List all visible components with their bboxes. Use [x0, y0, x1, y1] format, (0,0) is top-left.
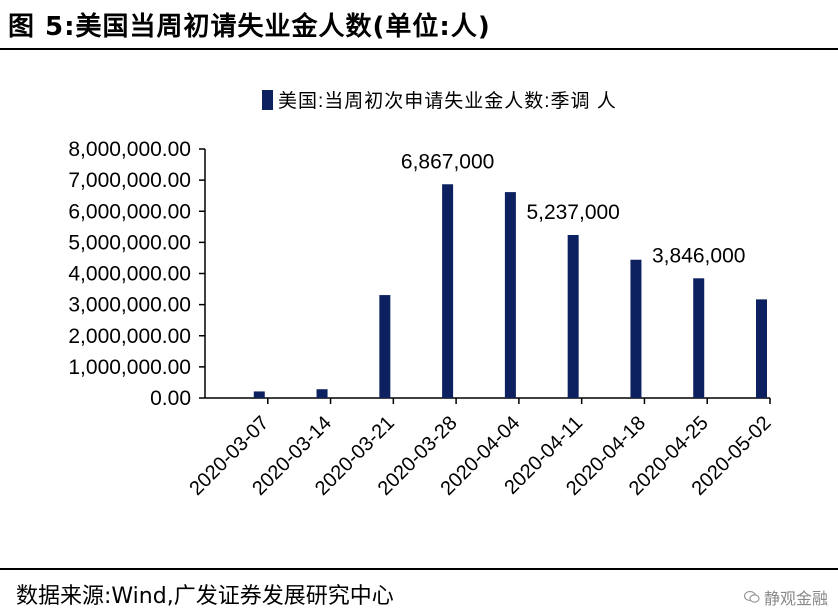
bar	[693, 278, 705, 398]
bar	[504, 192, 516, 398]
y-tick-label: 1,000,000.00	[68, 356, 191, 379]
x-axis: 2020-03-072020-03-142020-03-212020-03-28…	[185, 397, 776, 500]
y-tick-label: 8,000,000.00	[68, 138, 191, 161]
watermark: 静观金融	[743, 585, 828, 609]
bar	[756, 299, 767, 398]
data-label: 3,846,000	[652, 244, 745, 267]
bar-chart: 美国:当周初次申请失业金人数:季调 人 0.00 1,000,000.00 2,00…	[68, 90, 776, 500]
bar	[442, 184, 454, 398]
y-tick-label: 2,000,000.00	[68, 325, 191, 348]
y-axis: 0.00 1,000,000.00 2,000,000.00 3,000,000.00…	[68, 138, 206, 410]
source-divider	[0, 568, 838, 570]
data-label: 6,867,000	[401, 150, 494, 173]
legend-label: 美国:当周初次申请失业金人数:季调 人	[278, 90, 617, 112]
bar	[630, 259, 642, 398]
bar	[316, 389, 328, 398]
y-tick-label: 4,000,000.00	[68, 263, 191, 286]
watermark-text: 静观金融	[763, 589, 828, 608]
y-tick-label: 0.00	[150, 387, 191, 410]
y-tick-label: 3,000,000.00	[68, 294, 191, 317]
bar	[253, 391, 265, 398]
title-divider	[0, 48, 838, 50]
wechat-icon	[743, 590, 760, 603]
data-labels: 6,867,000 5,237,000 3,846,000	[401, 150, 746, 267]
data-label: 5,237,000	[526, 201, 619, 224]
bar-series	[253, 184, 767, 398]
bar	[567, 234, 579, 398]
legend-swatch	[262, 90, 273, 110]
chart-legend: 美国:当周初次申请失业金人数:季调 人	[262, 90, 617, 112]
bar	[379, 295, 391, 398]
figure-title: 图 5:美国当周初请失业金人数(单位:人)	[8, 12, 491, 42]
y-tick-label: 7,000,000.00	[68, 169, 191, 192]
source-note: 数据来源:Wind,广发证券发展研究中心	[16, 584, 394, 609]
y-tick-label: 6,000,000.00	[68, 200, 191, 223]
y-tick-label: 5,000,000.00	[68, 231, 191, 254]
